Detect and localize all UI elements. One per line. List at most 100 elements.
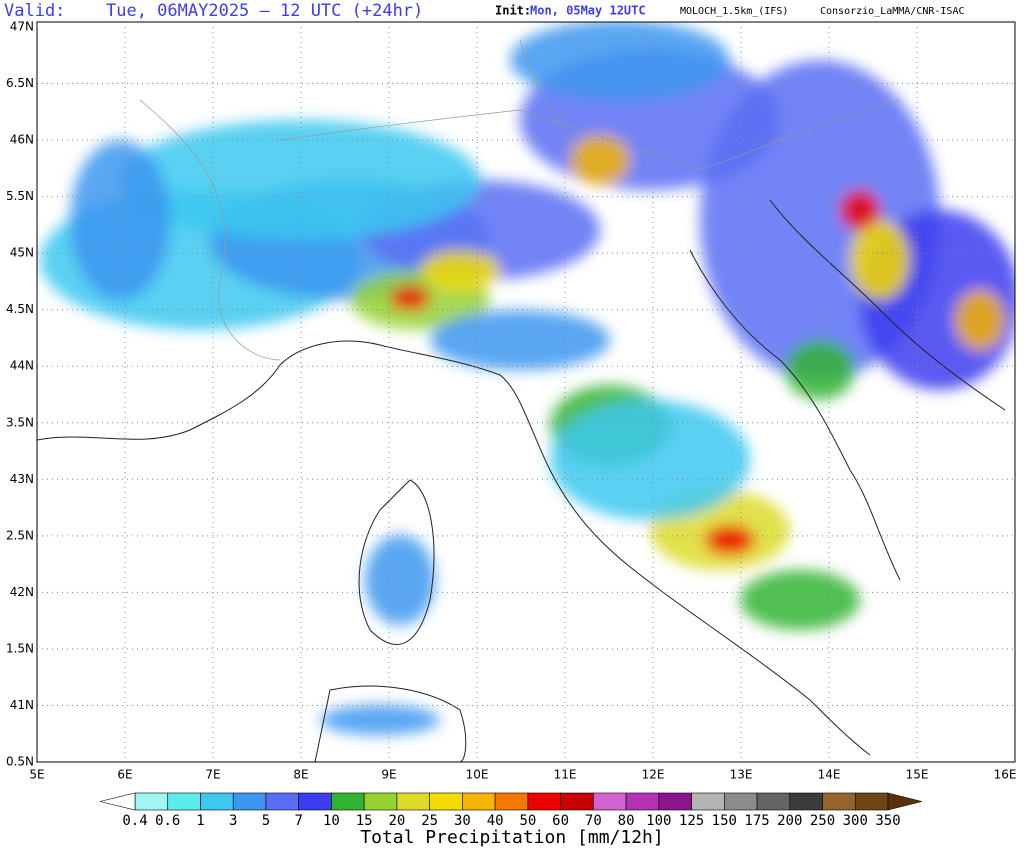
colorbar-label: 100 [646, 813, 671, 829]
valid-time: Tue, 06MAY2025 – 12 UTC (+24hr) [106, 1, 423, 21]
colorbar-under [99, 792, 136, 811]
colorbar-box [854, 792, 889, 811]
lon-label: 12E [642, 768, 665, 782]
colorbar-box [691, 792, 725, 811]
border [139, 99, 281, 361]
colorbar-label: 60 [552, 813, 569, 829]
lat-label: 6.5N [6, 76, 34, 90]
lon-label: 16E [994, 768, 1017, 782]
lat-label: 46N [10, 133, 34, 147]
lon-label: 11E [554, 768, 577, 782]
colorbar-box [658, 792, 692, 811]
rain-area [120, 120, 480, 240]
colorbar-label: 175 [744, 813, 769, 829]
init-label: Init: [495, 4, 531, 18]
colorbar-label: 0.4 [122, 813, 147, 829]
lat-label: 1.5N [6, 641, 34, 655]
colorbar-box [265, 792, 299, 811]
coastlines [37, 199, 1006, 762]
colorbar-label: 0.6 [155, 813, 180, 829]
rain-area [70, 140, 170, 300]
graticule: 5E 6E 7E 8E 9E 10E 11E 12E 13E 14E 15E 16E 47N 6.5N 46… [6, 20, 1016, 782]
colorbar-box [789, 792, 823, 811]
colorbar-label: 50 [519, 813, 536, 829]
lon-label: 9E [381, 768, 396, 782]
coast [769, 199, 1006, 411]
lon-label: 14E [818, 768, 841, 782]
lon-label: 13E [730, 768, 753, 782]
colorbar-label: 30 [454, 813, 471, 829]
colorbar-box [724, 792, 758, 811]
lon-label: 6E [117, 768, 132, 782]
lat-label: 4.5N [6, 302, 34, 316]
rain-area [430, 310, 610, 370]
rain-area [785, 340, 855, 400]
colorbar-box [167, 792, 201, 811]
colorbar-box [232, 792, 267, 811]
lat-label: 47N [10, 20, 34, 34]
rain-area [550, 400, 750, 520]
colorbar-label: 300 [843, 813, 868, 829]
colorbar-label: 5 [262, 813, 270, 829]
colorbar-label: 3 [229, 813, 237, 829]
lat-label: 2.5N [6, 528, 34, 542]
colorbar-box [363, 792, 398, 811]
lat-label: 3.5N [6, 415, 34, 429]
colorbar-label: 70 [585, 813, 602, 829]
colorbar-label: 150 [712, 813, 737, 829]
colorbar-box [756, 792, 791, 811]
init-time: Mon, 05May 12UTC [530, 4, 646, 18]
colorbar-over [887, 792, 923, 811]
colorbar-box [527, 792, 561, 811]
rain-area [840, 190, 880, 230]
colorbar-box [429, 792, 463, 811]
colorbar-label: 7 [294, 813, 302, 829]
lon-label: 7E [205, 768, 220, 782]
precipitation-field [40, 22, 1015, 735]
coast [689, 249, 901, 581]
colorbar-box [462, 792, 496, 811]
rain-area [420, 250, 500, 290]
colorbar-box [822, 792, 856, 811]
model-name: MOLOCH_1.5km_(IFS) [680, 6, 788, 17]
lat-label: 45N [10, 246, 34, 260]
border [279, 99, 901, 171]
colorbar-box [396, 792, 430, 811]
map-frame [36, 21, 1016, 763]
rain-area [390, 286, 430, 310]
coast [37, 340, 871, 756]
border [519, 39, 581, 161]
colorbar-label: 1 [196, 813, 204, 829]
lat-label: 43N [10, 472, 34, 486]
lat-label: 0.5N [6, 755, 34, 769]
colorbar-label: 350 [875, 813, 900, 829]
lon-label: 5E [29, 768, 44, 782]
colorbar-title: Total Precipitation [mm/12h] [360, 827, 663, 848]
lat-label: 41N [10, 698, 34, 712]
credit: Consorzio_LaMMA/CNR-ISAC [820, 6, 965, 17]
rain-area [570, 135, 630, 185]
rain-area [955, 290, 1005, 350]
lon-label: 8E [293, 768, 308, 782]
colorbar-box [494, 792, 529, 811]
rain-area [510, 22, 730, 100]
colorbar: 0.4 0.6 1 3 5 7 10 15 20 25 30 40 50 60 70 80 100 125 150 1… [99, 792, 923, 829]
colorbar-label: 10 [323, 813, 340, 829]
colorbar-box [625, 792, 660, 811]
rain-area [850, 220, 910, 300]
lat-label: 42N [10, 585, 34, 599]
colorbar-box [298, 792, 332, 811]
colorbar-box [200, 792, 234, 811]
lat-label: 5.5N [6, 189, 34, 203]
lon-label: 15E [906, 768, 929, 782]
colorbar-box [560, 792, 594, 811]
colorbar-label: 125 [679, 813, 704, 829]
lat-label: 44N [10, 359, 34, 373]
island-corsica [358, 479, 435, 645]
colorbar-label: 200 [777, 813, 802, 829]
colorbar-label: 40 [487, 813, 504, 829]
colorbar-label: 250 [810, 813, 835, 829]
colorbar-box [593, 792, 627, 811]
colorbar-box [134, 792, 169, 811]
